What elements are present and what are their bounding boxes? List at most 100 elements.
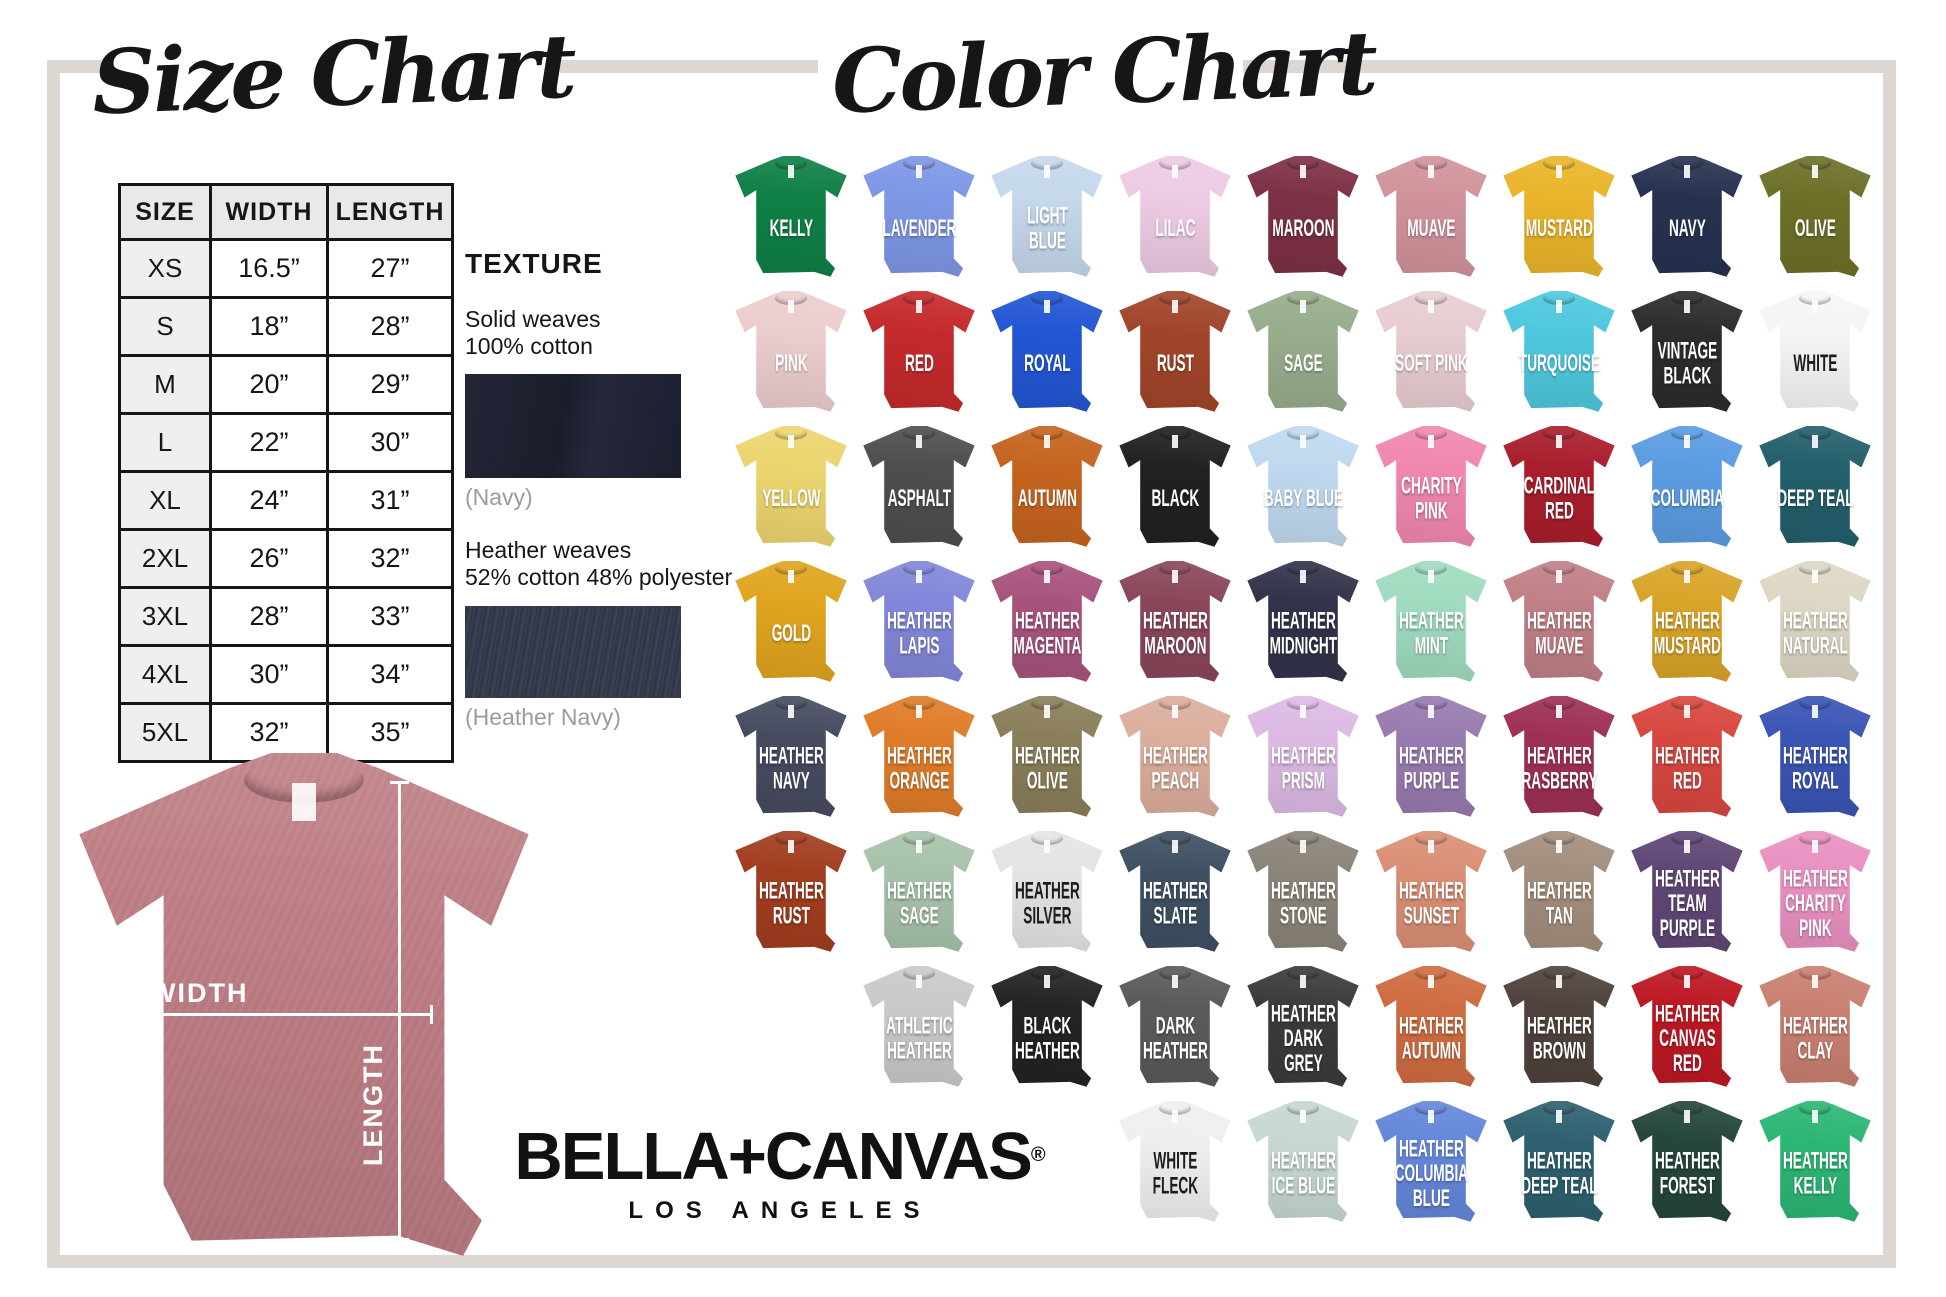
tshirt-neck-tag <box>1556 1110 1562 1123</box>
color-swatch-light-blue: LIGHT BLUE <box>983 156 1111 291</box>
tshirt-icon: HEATHER KELLY <box>1757 1101 1873 1223</box>
tshirt-icon: HEATHER BROWN <box>1501 966 1617 1088</box>
color-swatch-heather-rasberry: HEATHER RASBERRY <box>1495 696 1623 831</box>
color-swatch-heather-clay: HEATHER CLAY <box>1751 966 1879 1101</box>
color-swatch-olive: OLIVE <box>1751 156 1879 291</box>
color-name-label: DEEP TEAL <box>1776 486 1854 513</box>
color-swatch-heather-brown: HEATHER BROWN <box>1495 966 1623 1101</box>
tshirt-neck-tag <box>788 165 794 178</box>
tshirt-icon: HEATHER CANVAS RED <box>1629 966 1745 1088</box>
frame-top-right-segment <box>1243 60 1896 73</box>
size-table-header-width: WIDTH <box>209 183 329 241</box>
size-cell: XS <box>118 238 212 299</box>
tshirt-icon: HEATHER LAPIS <box>861 561 977 683</box>
color-row: GOLD HEATHER LAPIS HEATHER MAGENTA HEATHER … <box>727 561 1887 696</box>
tshirt-neck-tag <box>1428 435 1434 448</box>
color-swatch-heather-canvas-red: HEATHER CANVAS RED <box>1623 966 1751 1101</box>
color-name-label: HEATHER CHARITY PINK <box>1782 866 1848 942</box>
size-cell: XL <box>118 470 212 531</box>
tshirt-neck-tag <box>1172 705 1178 718</box>
width-measure-label: WIDTH <box>150 978 249 1008</box>
tshirt-icon: HEATHER RASBERRY <box>1501 696 1617 818</box>
tshirt-neck-tag <box>1044 435 1050 448</box>
color-row: ATHLETIC HEATHER BLACK HEATHER DARK HEATHE… <box>727 966 1887 1101</box>
color-swatch-heather-prism: HEATHER PRISM <box>1239 696 1367 831</box>
color-row: PINK RED ROYAL RUST SAGE SOFT PINK TURQUOISE VI… <box>727 291 1887 426</box>
color-name-label: HEATHER OLIVE <box>1014 743 1080 795</box>
color-swatch-columbia: COLUMBIA <box>1623 426 1751 561</box>
solid-weave-line2: 100% cotton <box>465 333 593 360</box>
color-name-label: BABY BLUE <box>1263 486 1343 513</box>
size-table-row: XL 24” 31” <box>118 470 454 531</box>
brand-name: BELLA+CANVAS® <box>510 1118 1050 1195</box>
tshirt-neck-tag <box>1428 570 1434 583</box>
tshirt-neck-tag <box>1044 705 1050 718</box>
heather-weave-line2: 52% cotton 48% polyester <box>465 564 733 591</box>
color-swatch-heather-silver: HEATHER SILVER <box>983 831 1111 966</box>
tshirt-neck-tag <box>1044 840 1050 853</box>
tshirt-neck-tag <box>916 435 922 448</box>
color-swatch-rust: RUST <box>1111 291 1239 426</box>
frame-right-edge <box>1883 60 1896 1268</box>
color-name-label: HEATHER CLAY <box>1782 1013 1848 1065</box>
color-name-label: RED <box>904 351 934 378</box>
color-swatch-heather-magenta: HEATHER MAGENTA <box>983 561 1111 696</box>
color-name-label: WHITE <box>1793 351 1837 378</box>
color-swatch-charity-pink: CHARITY PINK <box>1367 426 1495 561</box>
color-name-label: VINTAGE BLACK <box>1657 338 1717 390</box>
tshirt-neck-tag <box>1556 165 1562 178</box>
tshirt-neck-tag <box>1172 840 1178 853</box>
tshirt-neck-tag <box>1684 975 1690 988</box>
tshirt-icon: OLIVE <box>1757 156 1873 278</box>
tshirt-neck-tag <box>1172 570 1178 583</box>
color-swatch-heather-red: HEATHER RED <box>1623 696 1751 831</box>
tshirt-neck-tag <box>1172 165 1178 178</box>
tshirt-neck-tag <box>788 300 794 313</box>
heather-weave-description: Heather weaves 52% cotton 48% polyester <box>465 537 745 591</box>
tshirt-icon: DARK HEATHER <box>1117 966 1233 1088</box>
color-swatch-heather-forest: HEATHER FOREST <box>1623 1101 1751 1236</box>
heather-weave-line1: Heather weaves <box>465 537 632 564</box>
tshirt-neck-tag <box>1812 840 1818 853</box>
tshirt-icon: HEATHER SUNSET <box>1373 831 1489 953</box>
color-name-label: HEATHER ROYAL <box>1782 743 1848 795</box>
color-name-label: HEATHER STONE <box>1270 878 1336 930</box>
tshirt-icon: HEATHER ROYAL <box>1757 696 1873 818</box>
color-name-label: HEATHER FOREST <box>1654 1148 1720 1200</box>
tshirt-icon: BABY BLUE <box>1245 426 1361 548</box>
color-name-label: SOFT PINK <box>1394 351 1468 378</box>
color-swatch-heather-rust: HEATHER RUST <box>727 831 855 966</box>
tshirt-icon: HEATHER CLAY <box>1757 966 1873 1088</box>
frame-top-mid-segment <box>560 60 818 73</box>
tshirt-neck-tag <box>1300 1110 1306 1123</box>
tshirt-neck-tag <box>1300 705 1306 718</box>
color-name-label: HEATHER MAROON <box>1142 608 1208 660</box>
size-cell: 2XL <box>118 528 212 589</box>
color-name-label: HEATHER PEACH <box>1142 743 1208 795</box>
color-name-label: MUAVE <box>1406 216 1456 243</box>
tshirt-icon: GOLD <box>733 561 849 683</box>
tshirt-icon: LIGHT BLUE <box>989 156 1105 278</box>
tshirt-icon: HEATHER SAGE <box>861 831 977 953</box>
tshirt-icon: HEATHER STONE <box>1245 831 1361 953</box>
brand-city: LOS ANGELES <box>628 1197 932 1224</box>
width-measure-line <box>132 1013 433 1016</box>
color-swatch-heather-tan: HEATHER TAN <box>1495 831 1623 966</box>
size-cell: 4XL <box>118 644 212 705</box>
tshirt-neck-tag <box>1684 570 1690 583</box>
size-cell: M <box>118 354 212 415</box>
color-name-label: CHARITY PINK <box>1400 473 1462 525</box>
color-swatch-maroon: MAROON <box>1239 156 1367 291</box>
color-name-label: HEATHER CANVAS RED <box>1654 1001 1720 1077</box>
color-name-label: TURQUOISE <box>1518 351 1600 378</box>
width-cell: 32” <box>209 702 329 763</box>
tshirt-icon: MAROON <box>1245 156 1361 278</box>
color-name-label: LIGHT BLUE <box>1026 203 1068 255</box>
tshirt-neck-tag <box>1428 975 1434 988</box>
tshirt-icon: WHITE FLECK <box>1117 1101 1233 1223</box>
size-table-row: S 18” 28” <box>118 296 454 357</box>
length-cell: 35” <box>326 702 454 763</box>
color-swatch-heather-columbia-blue: HEATHER COLUMBIA BLUE <box>1367 1101 1495 1236</box>
color-name-label: BLACK <box>1151 486 1199 513</box>
tshirt-icon: LAVENDER <box>861 156 977 278</box>
